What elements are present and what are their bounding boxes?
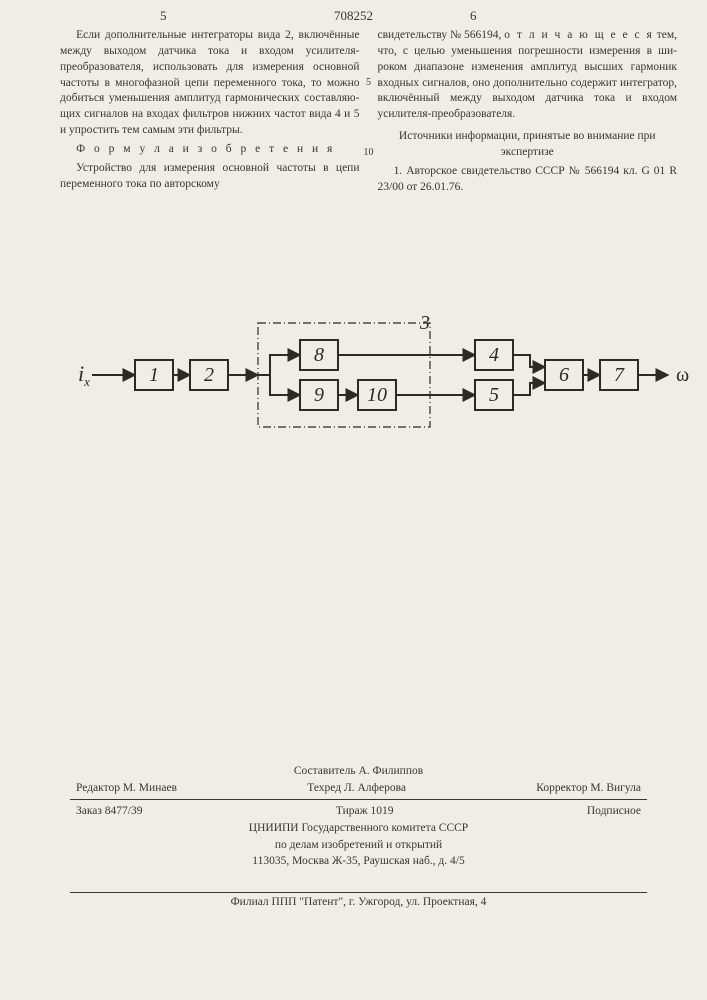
svg-text:3: 3 <box>419 312 430 334</box>
org-line-2: по делам изобретений и открытий <box>70 837 647 854</box>
address: 113035, Москва Ж-35, Раушская наб., д. 4… <box>70 853 647 870</box>
block-diagram: 3 1 2 8 9 10 4 5 6 7 ix ω <box>0 305 707 445</box>
para: свидетельству № 566194, о т л и ­ч а ю щ… <box>378 28 678 123</box>
corrector: Корректор М. Вигула <box>536 780 641 797</box>
text-spaced: о т л и ­ч а ю щ е е с я <box>504 29 654 41</box>
svg-text:2: 2 <box>204 364 214 386</box>
text: тем, что, с целью уменьшения погрешности… <box>378 29 678 120</box>
imprint-block: Составитель А. Филиппов Редактор М. Мина… <box>70 763 647 870</box>
copies: Тираж 1019 <box>336 803 394 820</box>
patent-number: 708252 <box>334 8 373 24</box>
order: Заказ 8477/39 <box>76 803 143 820</box>
right-column: свидетельству № 566194, о т л и ­ч а ю щ… <box>378 28 678 199</box>
sign: Подписное <box>587 803 641 820</box>
para: Устройство для измерения основной час­то… <box>60 161 360 193</box>
staff-row: Редактор М. Минаев Техред Л. Алферова Ко… <box>70 780 647 797</box>
left-column: Если дополнительные интеграторы ви­да 2,… <box>60 28 360 199</box>
svg-text:ix: ix <box>78 361 90 389</box>
compiler: Составитель А. Филиппов <box>70 763 647 780</box>
print-row: Заказ 8477/39 Тираж 1019 Подписное <box>70 803 647 820</box>
svg-text:1: 1 <box>149 364 159 386</box>
page-number-left: 5 <box>160 8 167 24</box>
rule <box>70 799 647 800</box>
svg-text:6: 6 <box>559 364 569 386</box>
line-mark-5: 5 <box>366 76 371 90</box>
svg-text:4: 4 <box>489 344 499 366</box>
claims-heading: Ф о р м у л а и з о б р е т е н и я <box>60 142 360 158</box>
svg-text:ω: ω <box>676 364 689 386</box>
svg-text:5: 5 <box>489 384 499 406</box>
text: свидетельству № 566194, <box>378 29 505 41</box>
para: 1. Авторское свидетельство СССР № 566194… <box>378 164 678 196</box>
page-number-right: 6 <box>470 8 477 24</box>
text-columns: Если дополнительные интеграторы ви­да 2,… <box>60 28 677 199</box>
editor: Редактор М. Минаев <box>76 780 177 797</box>
para: Если дополнительные интеграторы ви­да 2,… <box>60 28 360 139</box>
svg-text:9: 9 <box>314 384 324 406</box>
para: Источники информации, принятые во вниман… <box>378 129 678 161</box>
line-mark-10: 10 <box>364 146 374 160</box>
tech: Техред Л. Алферова <box>307 780 406 797</box>
svg-text:7: 7 <box>614 364 625 386</box>
org-line-1: ЦНИИПИ Государственного комитета СССР <box>70 820 647 837</box>
branch-line: Филиал ППП "Патент", г. Ужгород, ул. Про… <box>70 892 647 908</box>
svg-text:8: 8 <box>314 344 324 366</box>
svg-text:10: 10 <box>367 384 387 406</box>
